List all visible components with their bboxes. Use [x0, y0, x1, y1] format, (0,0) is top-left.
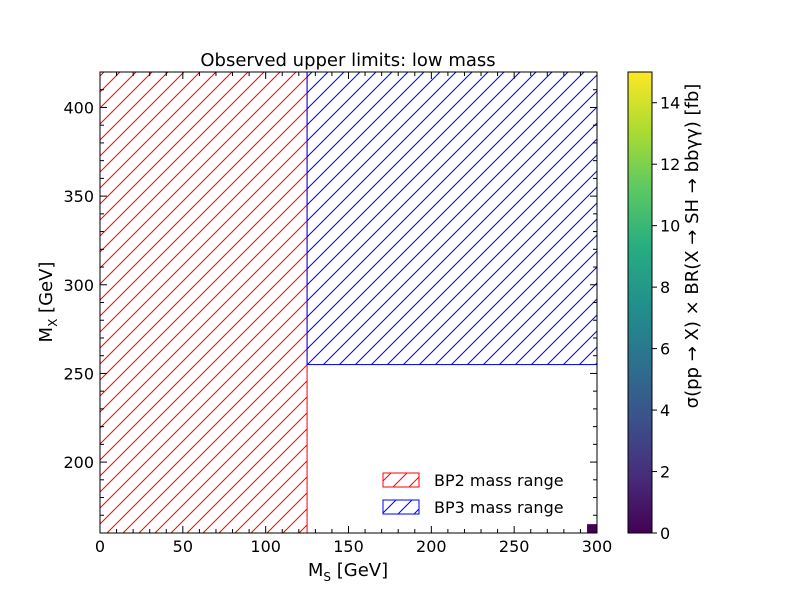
colorbar-gradient	[627, 71, 653, 534]
legend-label-2: BP3 mass range	[434, 498, 564, 517]
colorbar-ticks: 0 2 4 6 8 10 12 14	[652, 94, 680, 543]
y-tick-label-2: 300	[63, 276, 94, 295]
legend: BP2 mass range BP3 mass range	[382, 471, 564, 517]
hatched-region-2	[306, 71, 598, 366]
colorbar-label: σ(pp → X) × BR(X → SH → bbγγ) [fb]	[682, 84, 703, 409]
x-axis: 0 50 100 150 200 250 300	[95, 72, 612, 556]
colorbar-tick-label-4: 8	[660, 278, 670, 297]
y-tick-label-1: 250	[63, 364, 94, 383]
legend-swatch-2	[382, 499, 420, 515]
colorbar-tick-label-1: 2	[660, 463, 670, 482]
x-tick-label-2: 100	[250, 537, 281, 556]
x-tick-label-6: 300	[582, 537, 613, 556]
colorbar-tick-label-5: 10	[660, 217, 680, 236]
y-tick-label-4: 400	[63, 98, 94, 117]
x-tick-label-5: 250	[499, 537, 530, 556]
colorbar-tick-label-6: 12	[660, 155, 680, 174]
colorbar-tick-label-7: 14	[660, 94, 680, 113]
colorbar: 0 2 4 6 8 10 12 14	[627, 71, 680, 543]
legend-swatch-1	[382, 472, 420, 488]
colorbar-tick-label-3: 6	[660, 340, 670, 359]
legend-label-1: BP2 mass range	[434, 471, 564, 490]
y-axis: 200 250 300 350 400	[63, 71, 597, 534]
hatched-region-1	[99, 71, 308, 534]
x-tick-label-1: 50	[173, 537, 193, 556]
x-axis-label: MS [GeV]	[308, 560, 388, 584]
colorbar-tick-label-0: 0	[660, 524, 670, 543]
y-tick-label-0: 200	[63, 453, 94, 472]
chart-title: Observed upper limits: low mass	[200, 50, 495, 71]
y-axis-label: MX [GeV]	[36, 262, 60, 343]
x-tick-label-3: 150	[333, 537, 364, 556]
x-tick-label-4: 200	[416, 537, 447, 556]
x-tick-label-0: 0	[95, 537, 105, 556]
plot-area	[99, 71, 598, 534]
heatmap-cell-1	[587, 524, 597, 533]
y-tick-label-3: 350	[63, 187, 94, 206]
colorbar-tick-label-2: 4	[660, 401, 670, 420]
